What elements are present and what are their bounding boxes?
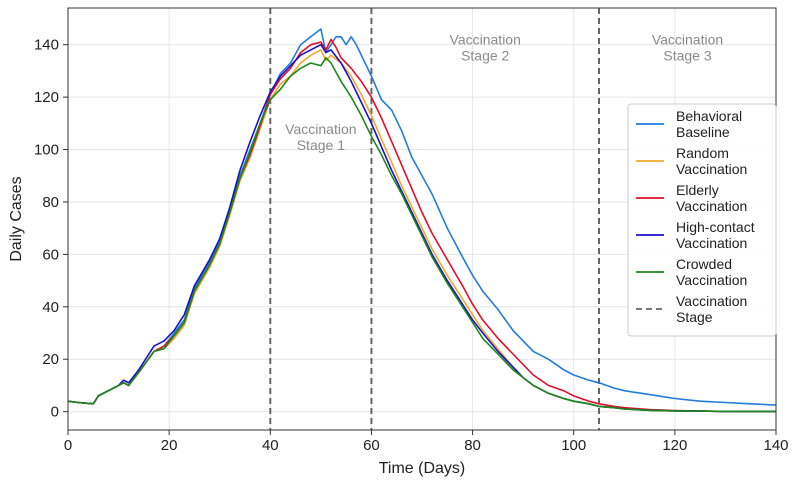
stage-annotation-line: Vaccination — [652, 32, 723, 48]
legend-label: Random Vaccination — [676, 145, 747, 177]
stage-annotation: Vaccination Stage 1 — [285, 121, 356, 153]
y-tick-label: 120 — [34, 89, 59, 106]
x-tick-label: 100 — [561, 437, 586, 454]
x-tick-label: 40 — [262, 437, 279, 454]
legend-label-line: Vaccination — [676, 198, 747, 214]
series-lines — [67, 28, 777, 413]
legend-label-line: Vaccination — [676, 272, 747, 288]
stage-annotation-line: Stage 2 — [461, 48, 509, 64]
y-tick-label: 140 — [34, 37, 59, 54]
stage-annotation-line: Vaccination — [450, 32, 521, 48]
legend-label-line: Elderly — [676, 182, 719, 198]
legend-label: Elderly Vaccination — [676, 182, 747, 214]
legend-label-line: Vaccination — [676, 293, 747, 309]
stage-annotation-line: Vaccination — [285, 121, 356, 137]
y-tick-label: 20 — [42, 351, 59, 368]
x-tick-label: 140 — [763, 437, 788, 454]
x-tick-label: 20 — [161, 437, 178, 454]
y-tick-label: 40 — [42, 299, 59, 316]
stage-annotation-line: Stage 3 — [663, 48, 711, 64]
legend-label: Behavioral Baseline — [676, 108, 742, 140]
legend-label: Vaccination Stage — [676, 293, 747, 325]
vaccination-stage-lines — [269, 8, 600, 430]
stage-annotation: Vaccination Stage 2 — [450, 32, 521, 64]
x-tick-label: 120 — [662, 437, 687, 454]
x-tick-label: 60 — [363, 437, 380, 454]
series-line — [67, 38, 776, 413]
y-axis-label: Daily Cases — [8, 176, 25, 261]
legend-label-line: Baseline — [676, 124, 730, 140]
legend-label-line: Vaccination — [676, 235, 747, 251]
x-axis-label: Time (Days) — [379, 460, 466, 477]
y-tick-label: 0 — [51, 404, 59, 421]
stage-annotation-line: Stage 1 — [297, 137, 345, 153]
series-line — [67, 57, 776, 413]
legend-label: High-contact Vaccination — [676, 219, 755, 251]
x-tick-label: 0 — [64, 437, 72, 454]
legend-label-line: Random — [676, 145, 729, 161]
stage-annotation: Vaccination Stage 3 — [652, 32, 723, 64]
y-tick-label: 80 — [42, 194, 59, 211]
axis-ticks: 0 20 40 60 80 100 120 140 0 20 40 60 80 100 120 140 — [34, 37, 789, 454]
legend-label-line: Stage — [676, 309, 713, 325]
legend-label-line: Vaccination — [676, 161, 747, 177]
legend-label-line: Behavioral — [676, 108, 742, 124]
legend-label: Crowded Vaccination — [676, 256, 747, 288]
legend-box — [627, 103, 777, 337]
y-tick-label: 60 — [42, 246, 59, 263]
y-tick-label: 100 — [34, 142, 59, 159]
x-tick-label: 80 — [464, 437, 481, 454]
legend-label-line: High-contact — [676, 219, 755, 235]
legend-label-line: Crowded — [676, 256, 732, 272]
